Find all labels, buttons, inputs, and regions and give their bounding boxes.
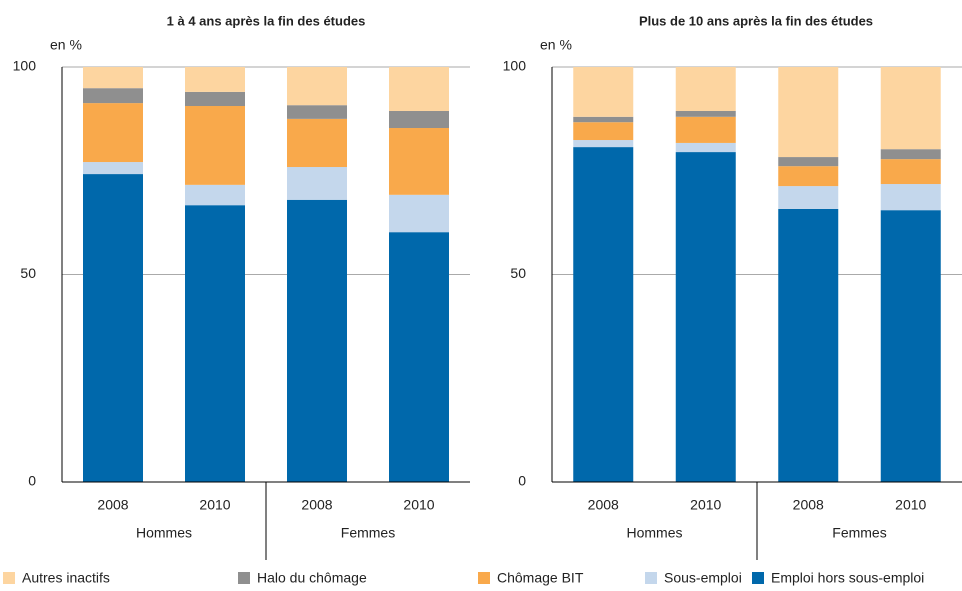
bar-segment [389, 67, 449, 111]
bar-segment [675, 110, 736, 117]
bar-segment [573, 116, 634, 123]
bar-segment [83, 162, 143, 175]
bar-segment [389, 128, 449, 195]
bar-segment [389, 232, 449, 482]
bar-segment [185, 91, 245, 107]
bar-segment [185, 205, 245, 482]
bar-segment [778, 208, 839, 482]
x-tick-label: 2010 [690, 497, 721, 513]
x-tick-label: 2008 [97, 497, 128, 513]
legend-swatch [752, 572, 764, 584]
bar-segment [287, 67, 347, 106]
group-label: Hommes [626, 525, 682, 541]
y-axis-label: en % [540, 37, 572, 53]
x-tick-label: 2010 [199, 497, 230, 513]
y-tick-label: 0 [28, 473, 36, 489]
bar-segment [778, 157, 839, 167]
chart-title: 1 à 4 ans après la fin des études [167, 13, 366, 28]
bar-segment [573, 122, 634, 141]
bar-segment [675, 116, 736, 143]
x-tick-label: 2008 [793, 497, 824, 513]
bar-segment [389, 110, 449, 129]
bar-segment [83, 174, 143, 482]
legend-label: Chômage BIT [497, 570, 584, 586]
bar-segment [389, 194, 449, 233]
bar-segment [287, 167, 347, 200]
bar-segment [287, 118, 347, 168]
legend-label: Sous-emploi [664, 570, 742, 586]
bar-segment [287, 105, 347, 119]
bar-segment [83, 103, 143, 163]
legend-label: Halo du chômage [257, 570, 367, 586]
bar-segment [880, 67, 941, 150]
bar-segment [675, 67, 736, 111]
y-tick-label: 100 [13, 58, 37, 74]
bar-segment [573, 140, 634, 148]
bar-segment [778, 186, 839, 209]
bar-segment [675, 142, 736, 153]
x-tick-label: 2008 [588, 497, 619, 513]
group-label: Femmes [341, 525, 395, 541]
group-label: Hommes [136, 525, 192, 541]
bar-segment [83, 67, 143, 89]
bar-segment [287, 199, 347, 483]
legend-swatch [478, 572, 490, 584]
bar-segment [880, 184, 941, 211]
legend-swatch [3, 572, 15, 584]
x-tick-label: 2008 [301, 497, 332, 513]
bar-segment [185, 106, 245, 185]
y-tick-label: 100 [503, 58, 527, 74]
group-label: Femmes [832, 525, 886, 541]
bar-segment [778, 67, 839, 158]
y-tick-label: 50 [20, 265, 36, 281]
bar-segment [880, 149, 941, 160]
bar-segment [573, 67, 634, 117]
bar-segment [185, 67, 245, 92]
x-tick-label: 2010 [895, 497, 926, 513]
chart-title: Plus de 10 ans après la fin des études [639, 13, 873, 28]
y-tick-label: 0 [518, 473, 526, 489]
bar-segment [778, 166, 839, 187]
bar-segment [573, 147, 634, 482]
legend-swatch [645, 572, 657, 584]
legend-label: Emploi hors sous-emploi [771, 570, 924, 586]
bar-segment [880, 210, 941, 483]
legend-swatch [238, 572, 250, 584]
x-tick-label: 2010 [403, 497, 434, 513]
y-tick-label: 50 [510, 265, 526, 281]
bar-segment [880, 159, 941, 185]
bar-segment [185, 184, 245, 206]
bar-segment [675, 152, 736, 482]
y-axis-label: en % [50, 37, 82, 53]
legend-label: Autres inactifs [22, 570, 110, 586]
bar-segment [83, 88, 143, 104]
